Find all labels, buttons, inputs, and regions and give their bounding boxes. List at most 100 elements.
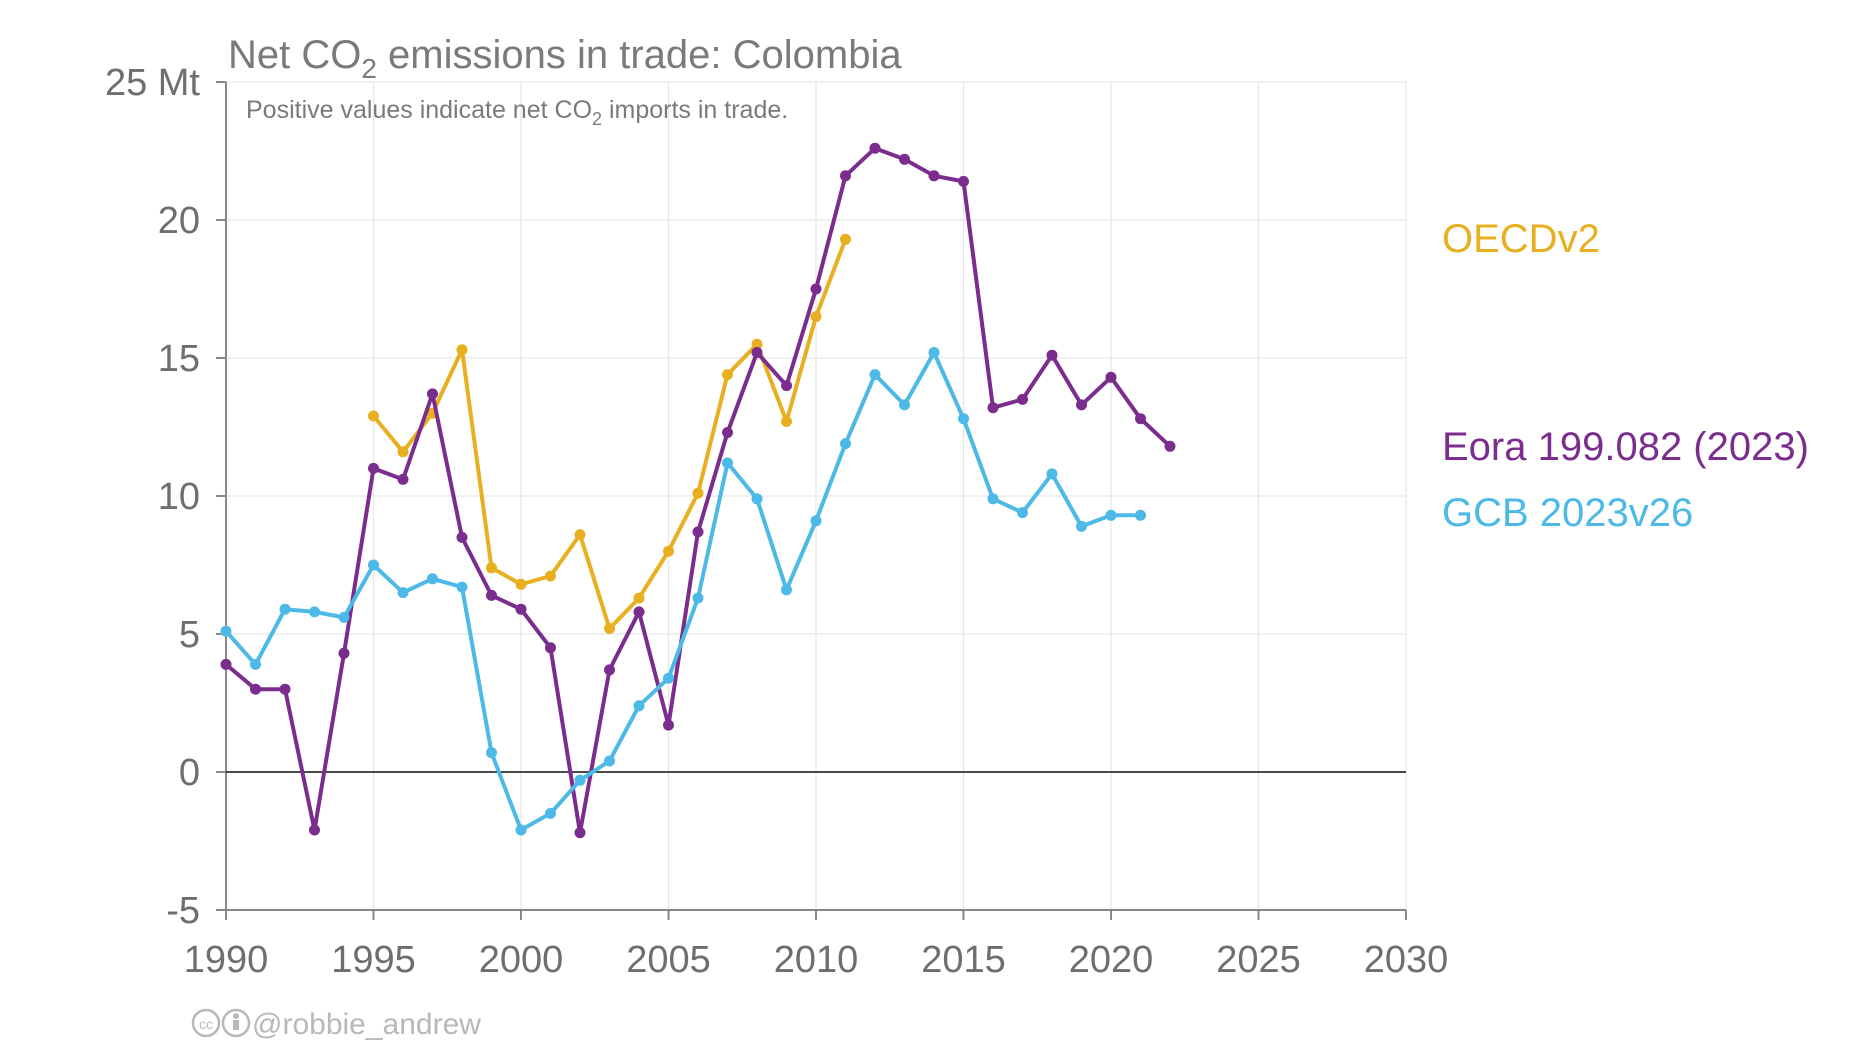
x-tick-label: 1990 <box>184 939 269 981</box>
series-oecdv2 <box>368 233 851 634</box>
data-point-oecdv2 <box>604 623 615 634</box>
data-point-eora <box>987 402 999 414</box>
axes <box>216 81 1407 920</box>
tick-labels: 1990 1995 2000 2005 2010 2015 2020 2025 2030-505… <box>105 62 1448 981</box>
data-point-oecdv2 <box>368 410 379 422</box>
data-point-oecdv2 <box>722 369 733 381</box>
data-point-eora <box>368 462 379 474</box>
data-point-eora <box>574 827 586 839</box>
data-point-oecdv2 <box>692 487 704 499</box>
data-point-gcb <box>250 658 261 670</box>
x-tick-label: 2010 <box>774 939 859 981</box>
data-point-oecdv2 <box>486 562 497 574</box>
data-point-gcb <box>987 493 999 505</box>
data-point-eora <box>692 526 704 538</box>
data-point-gcb <box>486 747 497 759</box>
data-point-eora <box>1135 413 1146 425</box>
data-point-gcb <box>840 438 851 450</box>
data-point-gcb <box>427 573 438 585</box>
data-point-oecdv2 <box>397 446 409 458</box>
data-point-oecdv2 <box>515 578 527 590</box>
data-point-eora <box>722 427 733 438</box>
x-tick-label: 2025 <box>1216 939 1301 981</box>
data-point-eora <box>515 603 527 615</box>
legend-label-gcb: GCB 2023v26 <box>1442 491 1693 535</box>
data-point-gcb <box>220 625 232 637</box>
data-point-gcb <box>928 347 940 358</box>
data-point-eora <box>250 683 261 695</box>
series-line-oecdv2 <box>371 237 848 631</box>
attribution-icon <box>221 1008 251 1038</box>
data-point-eora <box>751 347 763 358</box>
data-point-gcb <box>368 559 379 571</box>
data-point-eora <box>338 647 350 659</box>
x-tick-label: 1995 <box>331 939 416 981</box>
data-point-oecdv2 <box>633 592 645 604</box>
data-point-oecdv2 <box>810 311 822 323</box>
chart-title: Net CO2 emissions in trade: Colombia <box>228 33 902 84</box>
data-point-eora <box>427 388 438 400</box>
data-point-gcb <box>810 515 822 527</box>
data-point-gcb <box>279 603 291 615</box>
series-line-gcb <box>224 350 1143 832</box>
y-tick-label: 10 <box>158 476 200 518</box>
legend-label-oecd: OECDv2 <box>1442 217 1600 261</box>
cc-icon: cc <box>191 1008 221 1038</box>
data-point-gcb <box>692 592 704 604</box>
data-point-eora <box>840 170 851 182</box>
data-point-gcb <box>397 587 409 599</box>
data-point-eora <box>456 531 468 543</box>
credit-text: @robbie_andrew <box>252 1008 481 1041</box>
data-point-gcb <box>574 774 586 786</box>
data-point-eora <box>1164 440 1176 452</box>
data-point-eora <box>279 683 291 695</box>
data-point-gcb <box>545 807 556 819</box>
y-tick-label: -5 <box>166 890 200 932</box>
x-tick-label: 2020 <box>1069 939 1154 981</box>
data-point-eora <box>781 380 792 392</box>
data-point-eora <box>604 664 615 676</box>
data-point-eora <box>309 824 320 836</box>
data-point-gcb <box>958 413 969 425</box>
data-point-eora <box>220 658 232 670</box>
data-point-gcb <box>869 369 881 381</box>
series-layer <box>220 142 1176 839</box>
data-point-oecdv2 <box>574 529 586 541</box>
data-point-oecdv2 <box>663 545 674 557</box>
y-tick-label: 5 <box>179 614 200 656</box>
data-point-eora <box>397 473 409 485</box>
data-point-eora <box>928 170 940 182</box>
data-point-oecdv2 <box>751 338 763 350</box>
data-point-eora <box>1076 399 1087 411</box>
y-tick-label: 20 <box>158 200 200 242</box>
data-point-eora <box>958 175 969 187</box>
data-point-gcb <box>751 493 763 505</box>
data-point-eora <box>1105 371 1117 383</box>
chart-subtitle: Positive values indicate net CO2 imports… <box>246 96 788 129</box>
data-point-eora <box>899 153 910 165</box>
data-point-gcb <box>663 672 674 684</box>
data-point-eora <box>1046 349 1058 361</box>
data-point-gcb <box>781 584 792 596</box>
legend: OECDv2 Eora 199.082 (2023) GCB 2023v26 <box>1442 217 1809 535</box>
data-point-eora <box>545 642 556 654</box>
grid <box>225 81 1407 911</box>
svg-text:cc: cc <box>199 1016 213 1032</box>
data-point-gcb <box>1135 509 1146 521</box>
data-point-gcb <box>338 611 350 623</box>
credit: cc @robbie_andrew <box>191 1008 481 1041</box>
data-point-oecdv2 <box>781 416 792 427</box>
y-tick-label: 15 <box>158 338 200 380</box>
series-eora <box>220 142 1176 839</box>
data-point-eora <box>869 142 881 154</box>
data-point-eora <box>810 283 822 295</box>
data-point-gcb <box>722 457 733 469</box>
x-tick-label: 2005 <box>626 939 711 981</box>
data-point-eora <box>663 719 674 731</box>
data-point-gcb <box>309 606 320 618</box>
data-point-gcb <box>1076 520 1087 532</box>
legend-label-eora: Eora 199.082 (2023) <box>1442 425 1809 469</box>
data-point-gcb <box>515 824 527 836</box>
x-tick-label: 2000 <box>479 939 564 981</box>
